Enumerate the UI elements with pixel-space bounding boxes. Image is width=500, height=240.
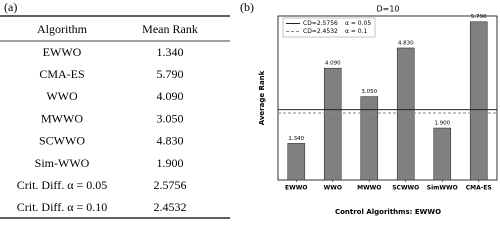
table-cell: Crit. Diff. α = 0.10 [17,200,108,214]
panel-label: (a) [4,0,17,14]
panel-label: (b) [240,0,254,14]
x-tick-label: SCWWO [392,185,419,192]
table-cell: 2.5756 [154,178,187,192]
x-tick-label: WWO [324,185,342,192]
value-label: 1.900 [434,121,450,127]
legend-box [282,17,376,38]
table-cell: Crit. Diff. α = 0.05 [17,178,108,192]
value-label: 4.830 [398,40,414,46]
legend-label: CD=2.5756 [303,20,338,27]
legend-label: α = 0.05 [345,20,371,27]
table-cell: MWWO [41,111,83,125]
table-cell: CMA-ES [39,67,84,81]
value-label: 1.340 [288,136,304,142]
table: (a) Algorithm Mean Rank EWWO 1.340 CMA-ES 5… [0,0,230,219]
bar [396,47,415,181]
table-cell: 1.340 [157,45,184,59]
bar [433,127,452,181]
table-cell: SCWWO [39,134,85,148]
table-cell: 5.790 [157,67,184,81]
x-axis-label: Control Algorithms: EWWO [335,208,441,216]
value-label: 3.050 [361,89,377,95]
x-tick-label: CMA-ES [466,185,492,192]
y-axis-label: Average Rank [258,70,266,125]
bar [360,96,379,181]
bar [323,67,342,181]
chart-title: D=10 [376,5,399,14]
table-cell: 4.830 [157,134,184,148]
value-label: 4.090 [325,61,341,67]
table-cell: 4.090 [157,89,184,103]
table-cell: WWO [46,89,78,103]
legend-label: α = 0.1 [345,28,368,35]
x-tick-label: SimWWO [427,185,458,192]
value-label: 5.790 [471,14,487,20]
table-cell: 3.050 [157,111,184,125]
table-cell: EWWO [43,45,82,59]
x-tick-label: MWWO [357,185,381,192]
x-tick-label: EWWO [285,185,307,192]
header-cell: Mean Rank [142,22,198,36]
header-cell: Algorithm [37,22,88,36]
plot-area [277,15,498,181]
figure: (a) Algorithm Mean Rank EWWO 1.340 CMA-ES 5… [0,0,498,219]
table-cell: 1.900 [157,156,184,170]
bar [469,21,488,181]
table-cell: Sim-WWO [35,156,90,170]
bar [287,143,306,181]
table-cell: 2.4532 [154,200,187,214]
legend-label: CD=2.4532 [303,28,338,35]
page: (a) Algorithm Mean Rank EWWO 1.340 CMA-ES 5… [0,0,498,219]
